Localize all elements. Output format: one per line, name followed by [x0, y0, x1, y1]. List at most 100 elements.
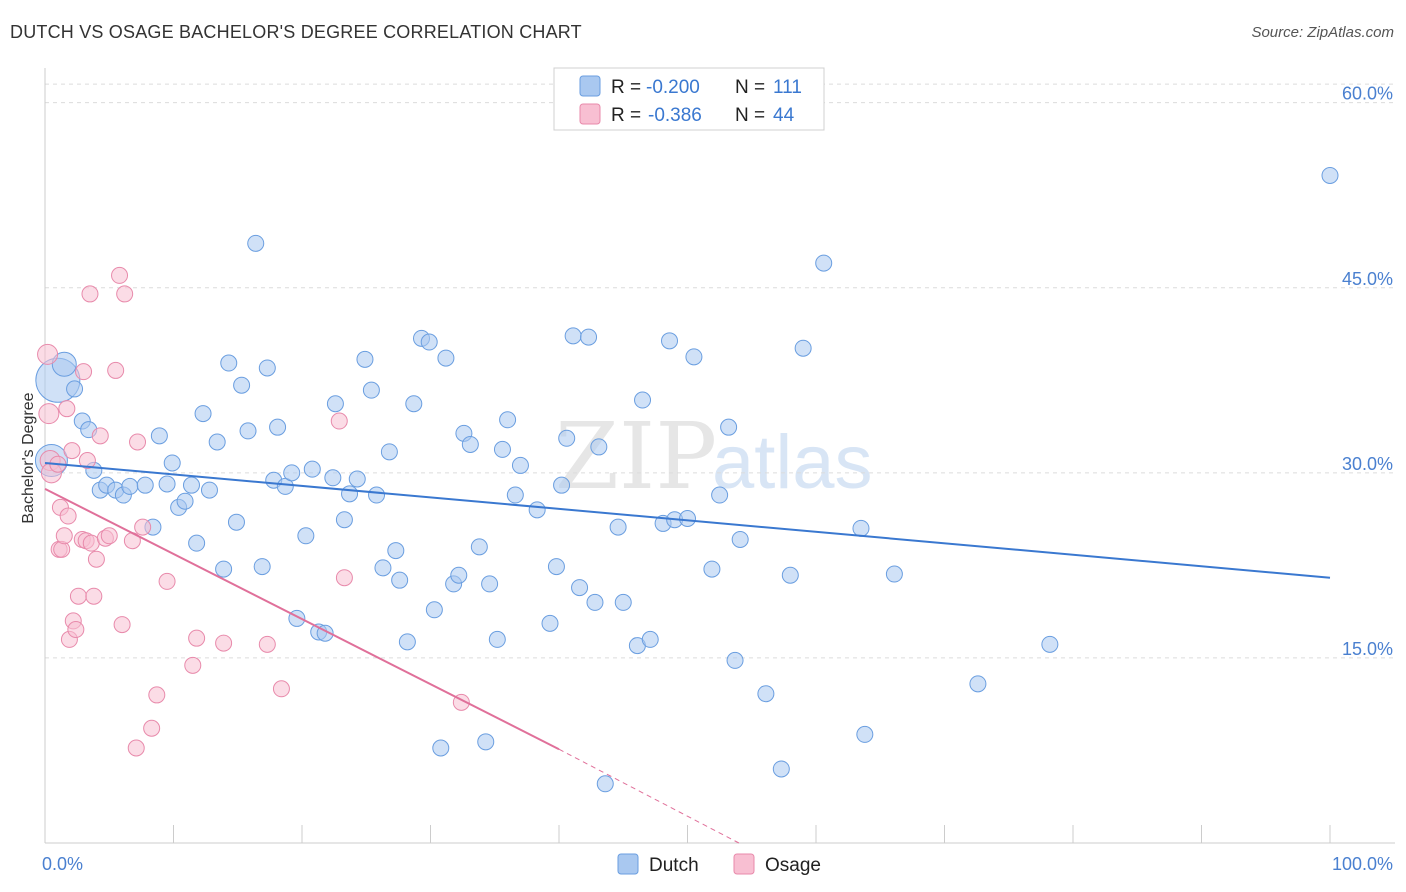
- dutch-point: [969, 675, 987, 693]
- osage-point: [100, 527, 118, 545]
- dutch-point: [387, 542, 405, 560]
- dutch-point: [437, 349, 455, 367]
- dutch-point: [580, 328, 598, 346]
- dutch-point: [590, 438, 608, 456]
- dutch-point: [227, 513, 245, 531]
- dutch-point: [276, 477, 294, 495]
- grid-lines: [45, 83, 1395, 659]
- legend-n-label-dutch: N =: [735, 77, 765, 98]
- watermark-zip: ZIP: [555, 403, 717, 510]
- legend-n-label-osage: N =: [735, 105, 765, 126]
- dutch-point: [885, 565, 903, 583]
- dutch-point: [541, 614, 559, 632]
- y-tick-label: 45.0%: [1342, 269, 1393, 289]
- dutch-point: [558, 429, 576, 447]
- legend-swatch-dutch: [579, 75, 601, 97]
- dutch-point: [634, 391, 652, 409]
- dutch-point: [188, 534, 206, 552]
- osage-point: [113, 616, 131, 634]
- dutch-trend-line: [44, 461, 1331, 579]
- dutch-point: [685, 348, 703, 366]
- dutch-point: [200, 481, 218, 499]
- osage-point: [91, 427, 109, 445]
- osage-point: [82, 534, 100, 552]
- osage-point: [335, 569, 353, 587]
- dutch-point: [326, 395, 344, 413]
- x-tick-label-min: 0.0%: [42, 854, 83, 874]
- dutch-point: [233, 376, 251, 394]
- osage-points: [37, 266, 470, 757]
- dutch-point: [368, 486, 386, 504]
- dutch-point: [815, 254, 833, 272]
- osage-point: [107, 361, 125, 379]
- osage-point: [134, 518, 152, 536]
- chart-title: DUTCH VS OSAGE BACHELOR'S DEGREE CORRELA…: [10, 22, 582, 42]
- dutch-point: [477, 733, 495, 751]
- osage-point: [158, 572, 176, 590]
- osage-point: [69, 587, 87, 605]
- x-tick-labels: 0.0% 100.0%: [42, 854, 1393, 874]
- legend-n-value-osage: 44: [773, 105, 795, 126]
- dutch-point: [208, 433, 226, 451]
- bottom-legend-swatch-osage: [733, 853, 755, 875]
- dutch-point: [247, 234, 265, 252]
- dutch-point: [121, 477, 139, 495]
- dutch-point: [51, 351, 77, 377]
- dutch-point: [303, 460, 321, 478]
- dutch-point: [269, 418, 287, 436]
- dutch-point: [564, 327, 582, 345]
- dutch-point: [239, 422, 257, 440]
- dutch-point: [380, 443, 398, 461]
- osage-point: [59, 507, 77, 525]
- dutch-point: [405, 395, 423, 413]
- dutch-point: [488, 630, 506, 648]
- dutch-point: [362, 381, 380, 399]
- correlation-legend: R = -0.200 N = 111 R = -0.386 N = 44: [553, 67, 825, 131]
- dutch-point: [136, 476, 154, 494]
- dutch-point: [528, 501, 546, 519]
- osage-point: [184, 656, 202, 674]
- dutch-point: [499, 411, 517, 429]
- y-tick-labels: 15.0% 30.0% 45.0% 60.0%: [1342, 84, 1393, 659]
- osage-trend-line: [44, 487, 560, 751]
- dutch-point: [425, 601, 443, 619]
- dutch-point: [852, 519, 870, 537]
- x-tick-label-max: 100.0%: [1332, 854, 1393, 874]
- dutch-point: [66, 380, 84, 398]
- osage-point: [116, 285, 134, 303]
- dutch-point: [1041, 635, 1059, 653]
- osage-point: [75, 363, 93, 381]
- legend-r-label-osage: R =: [611, 105, 641, 126]
- dutch-point: [481, 575, 499, 593]
- bottom-legend-label-dutch: Dutch: [649, 855, 699, 876]
- legend-n-value-dutch: 111: [773, 77, 802, 98]
- osage-point: [111, 266, 129, 284]
- osage-point: [87, 550, 105, 568]
- osage-point: [55, 527, 73, 545]
- dutch-point: [726, 651, 744, 669]
- dutch-point: [703, 560, 721, 578]
- y-tick-label: 60.0%: [1342, 84, 1393, 104]
- y-tick-label: 30.0%: [1342, 454, 1393, 474]
- dutch-point: [335, 511, 353, 529]
- dutch-point: [432, 739, 450, 757]
- osage-point: [215, 634, 233, 652]
- osage-point: [127, 739, 145, 757]
- bottom-legend-swatch-dutch: [617, 853, 639, 875]
- dutch-point: [182, 476, 200, 494]
- dutch-point: [661, 332, 679, 350]
- dutch-point: [341, 485, 359, 503]
- legend-r-value-dutch: -0.200: [646, 77, 700, 98]
- osage-trend-extension: [558, 748, 740, 844]
- dutch-point: [176, 492, 194, 510]
- dutch-point: [220, 354, 238, 372]
- dutch-point: [511, 456, 529, 474]
- dutch-point: [493, 440, 511, 458]
- dutch-point: [215, 560, 233, 578]
- osage-point: [272, 680, 290, 698]
- legend-r-label-dutch: R =: [611, 77, 641, 98]
- dutch-point: [553, 476, 571, 494]
- dutch-point: [794, 339, 812, 357]
- dutch-point: [711, 486, 729, 504]
